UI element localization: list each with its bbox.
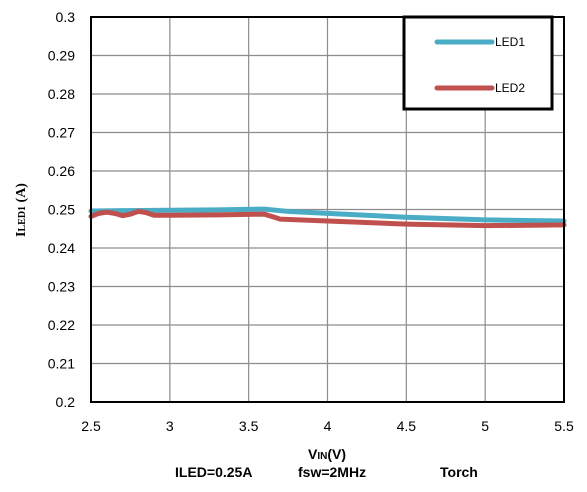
- x-tick-label: 2.5: [81, 418, 101, 434]
- y-tick-label: 0.25: [48, 202, 75, 218]
- x-axis-label-tail: (V): [327, 446, 346, 462]
- y-axis-label: ILED1 (A): [14, 183, 29, 237]
- y-tick-label: 0.26: [48, 163, 75, 179]
- plot-frame: [90, 16, 565, 403]
- x-tick-label: 5: [481, 418, 489, 434]
- y-tick-label: 0.3: [56, 9, 76, 25]
- y-axis-label-tail: (A): [14, 183, 29, 206]
- x-axis-label: VIN(V): [308, 446, 346, 462]
- legend-label-led1: LED1: [495, 35, 525, 49]
- x-tick-label: 3.5: [239, 418, 259, 434]
- x-tick-label: 4.5: [397, 418, 417, 434]
- x-tick-label: 4: [324, 418, 332, 434]
- y-tick-label: 0.29: [48, 48, 75, 64]
- y-tick-label: 0.28: [48, 86, 75, 102]
- caption-iled: ILED=0.25A: [175, 464, 252, 480]
- caption-mode: Torch: [440, 464, 478, 480]
- x-tick-label: 3: [166, 418, 174, 434]
- x-tick-labels: 2.5 3 3.5 4 4.5 5 5.5: [81, 418, 574, 434]
- y-tick-labels: 0.2 0.21 0.22 0.23 0.24 0.25 0.26 0.27 0.28 0.29 0…: [48, 9, 75, 410]
- y-tick-label: 0.24: [48, 240, 75, 256]
- series-lines: [88, 206, 567, 229]
- legend: LED1 LED2: [402, 15, 554, 111]
- y-tick-label: 0.2: [56, 394, 76, 410]
- y-tick-label: 0.21: [48, 356, 75, 372]
- y-axis-label-sub: LED1: [17, 206, 28, 232]
- y-tick-label: 0.27: [48, 125, 75, 141]
- series-line-led2: [88, 208, 567, 229]
- x-tick-label: 5.5: [554, 418, 574, 434]
- x-axis-label-main: V: [308, 446, 318, 462]
- legend-box: [402, 15, 554, 111]
- y-axis-label-main: I: [14, 232, 29, 237]
- caption-fsw: fsw=2MHz: [298, 464, 366, 480]
- y-tick-label: 0.22: [48, 317, 75, 333]
- legend-label-led2: LED2: [495, 81, 525, 95]
- x-axis-label-sub: IN: [317, 451, 327, 462]
- y-tick-label: 0.23: [48, 279, 75, 295]
